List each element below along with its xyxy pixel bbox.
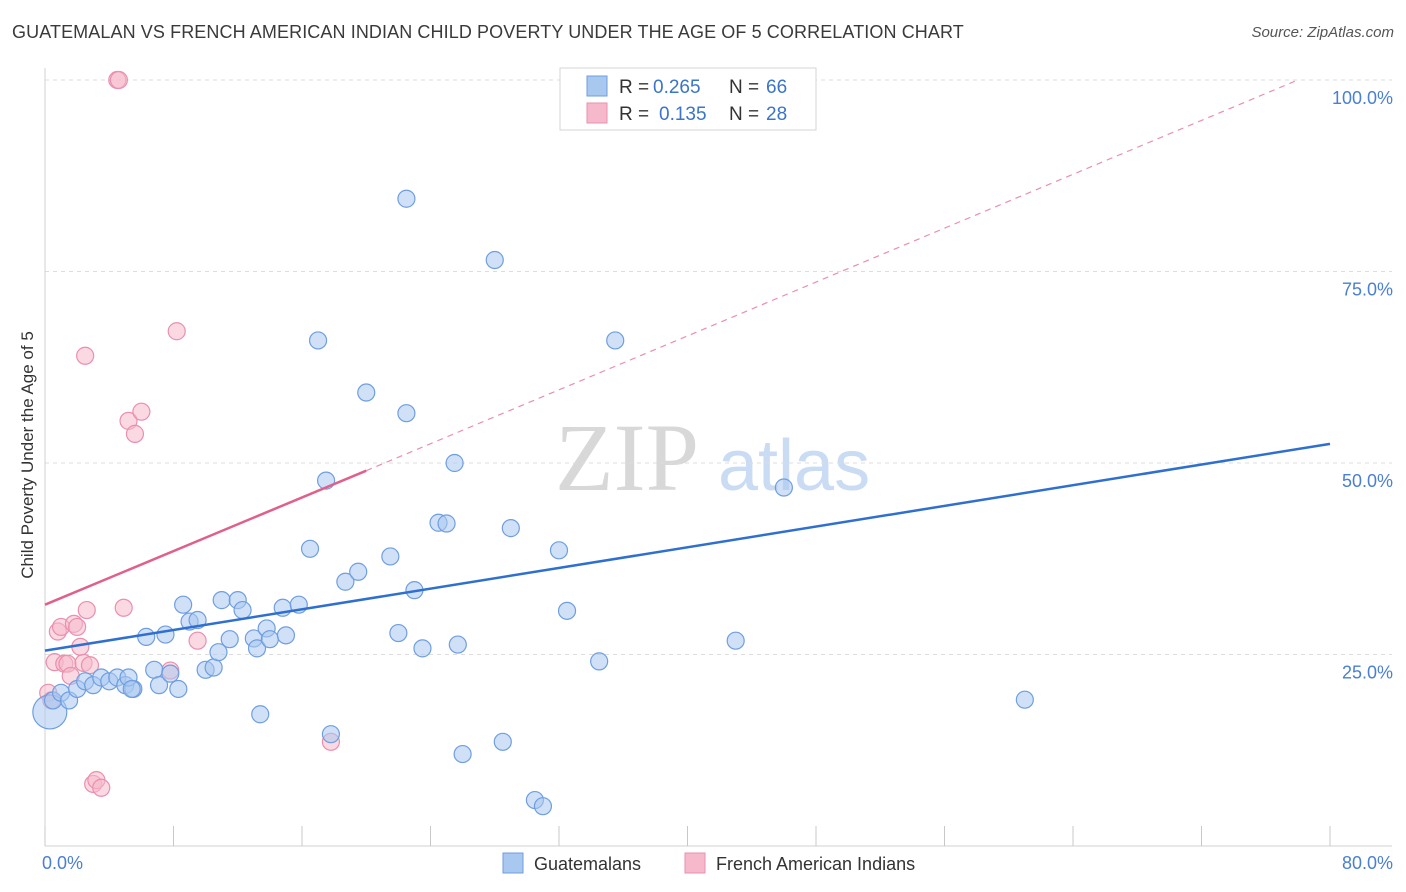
- x-tick-label-max: 80.0%: [1342, 853, 1393, 873]
- guatemalan-point: [137, 627, 156, 646]
- french-point: [76, 346, 95, 365]
- trend-lines: [44, 79, 1331, 652]
- bottom-legend-swatch-guatemalans: [502, 852, 524, 874]
- legend-n-label-1: N =: [729, 77, 759, 98]
- guatemalan-point: [209, 643, 228, 662]
- french-point: [92, 778, 111, 797]
- legend-swatch-french: [586, 102, 608, 124]
- guatemalan-point: [220, 630, 239, 649]
- guatemalan-point: [448, 635, 467, 654]
- guatemalan-point: [485, 250, 504, 270]
- guatemalan-point: [445, 453, 464, 473]
- guatemalan-point: [397, 404, 416, 423]
- guatemalan-point: [493, 732, 512, 751]
- guatemalan-point: [389, 623, 408, 643]
- guatemalan-point: [336, 572, 355, 591]
- x-tick-labels: 0.0% 80.0%: [42, 853, 1393, 873]
- legend-r-label-2: R =: [619, 104, 649, 125]
- legend-r-label-1: R =: [619, 77, 649, 98]
- french-point: [109, 70, 128, 90]
- guatemalan-point: [413, 639, 432, 658]
- source-label: Source: ZipAtlas.com: [1251, 24, 1394, 41]
- chart-title: GUATEMALAN VS FRENCH AMERICAN INDIAN CHI…: [12, 22, 964, 42]
- legend-swatch-guatemalans: [586, 75, 608, 97]
- guatemalan-point: [300, 539, 320, 558]
- guatemalan-point: [174, 595, 193, 614]
- guatemalan-point: [276, 626, 296, 645]
- guatemalan-point: [149, 676, 169, 695]
- guatemalan-point: [156, 625, 175, 644]
- y-axis-label: Child Poverty Under the Age of 5: [18, 331, 37, 579]
- french-point: [188, 631, 207, 650]
- french-point: [68, 617, 87, 637]
- x-tick-label-min: 0.0%: [42, 853, 83, 873]
- guatemalan-point: [308, 331, 328, 350]
- series-french-american-indians: [39, 70, 341, 797]
- guatemalan-point: [557, 601, 577, 620]
- guatemalan-point: [251, 705, 270, 724]
- grid-lines: [45, 79, 1392, 655]
- guatemalan-point: [321, 725, 341, 744]
- guatemalan-point: [145, 660, 164, 679]
- bottom-legend-french: French American Indians: [716, 854, 915, 874]
- axes: [44, 68, 1392, 847]
- french-trend-extension: [366, 79, 1299, 472]
- y-tick-label-75: 75.0%: [1342, 280, 1393, 300]
- bottom-legend-swatch-french: [684, 852, 706, 874]
- guatemalan-point: [453, 744, 472, 764]
- french-trend-line: [44, 469, 367, 606]
- guatemalan-point: [397, 189, 416, 208]
- y-tick-label-25: 25.0%: [1342, 663, 1393, 683]
- french-point: [125, 424, 145, 443]
- guatemalan-trend-line: [44, 442, 1331, 652]
- y-tick-label-100: 100.0%: [1332, 88, 1393, 108]
- guatemalan-point: [357, 383, 376, 402]
- french-point: [167, 322, 186, 341]
- guatemalan-point: [169, 679, 188, 699]
- y-tick-label-50: 50.0%: [1342, 471, 1393, 491]
- guatemalan-point: [247, 639, 267, 658]
- series-legend: Guatemalans French American Indians: [502, 852, 915, 874]
- guatemalan-point: [726, 631, 745, 650]
- legend-r-value-2: 0.135: [659, 104, 707, 125]
- guatemalan-point: [260, 630, 279, 649]
- guatemalan-point: [437, 514, 456, 533]
- bottom-legend-guatemalans: Guatemalans: [534, 854, 641, 874]
- guatemalan-point: [606, 331, 625, 350]
- french-point: [132, 402, 151, 421]
- guatemalan-point: [533, 797, 553, 816]
- legend-n-label-2: N =: [729, 104, 759, 125]
- guatemalan-point: [233, 600, 252, 620]
- guatemalan-point: [381, 547, 400, 566]
- legend-r-value-1: 0.265: [653, 77, 701, 98]
- watermark-atlas: atlas: [718, 426, 870, 506]
- guatemalan-point: [590, 652, 609, 671]
- french-point: [114, 598, 133, 617]
- stats-legend: R = 0.265 N = 66 R = 0.135 N = 28: [559, 67, 817, 131]
- french-point: [77, 600, 96, 620]
- watermark-zip: ZIP: [555, 404, 699, 511]
- guatemalan-point: [774, 478, 793, 497]
- legend-n-value-2: 28: [766, 104, 787, 125]
- guatemalan-point: [122, 679, 141, 699]
- guatemalan-point: [349, 562, 368, 581]
- guatemalan-point: [501, 519, 520, 538]
- guatemalan-point: [204, 658, 223, 677]
- y-tick-labels: 25.0% 50.0% 75.0% 100.0%: [1332, 88, 1393, 683]
- guatemalan-point: [212, 591, 231, 610]
- guatemalan-point: [549, 541, 569, 560]
- guatemalan-point: [1015, 690, 1034, 709]
- series-guatemalans: [32, 189, 1034, 816]
- guatemalan-point: [161, 664, 180, 683]
- legend-n-value-1: 66: [766, 77, 787, 98]
